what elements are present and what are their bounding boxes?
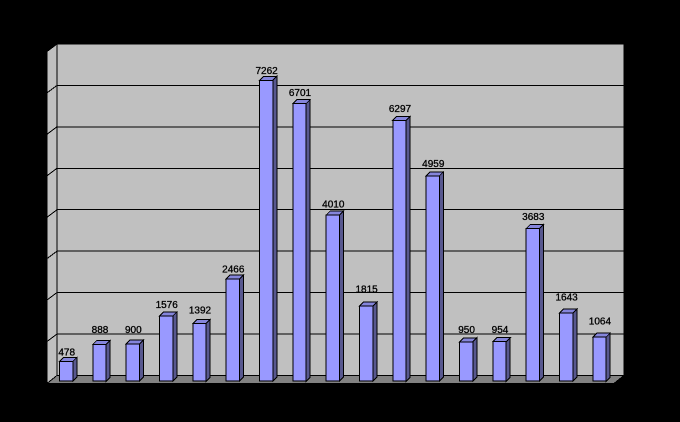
svg-text:6297: 6297 — [389, 104, 412, 115]
svg-text:1064: 1064 — [589, 316, 612, 327]
svg-text:4959: 4959 — [422, 159, 445, 170]
svg-text:4010: 4010 — [322, 199, 345, 210]
svg-text:888: 888 — [92, 325, 109, 336]
svg-text:950: 950 — [458, 325, 475, 336]
svg-text:1643: 1643 — [555, 293, 578, 304]
svg-text:1576: 1576 — [156, 300, 179, 311]
svg-text:1815: 1815 — [355, 285, 378, 296]
svg-text:6701: 6701 — [289, 88, 312, 99]
svg-text:478: 478 — [58, 347, 75, 358]
svg-text:1392: 1392 — [189, 306, 212, 317]
svg-text:7262: 7262 — [255, 66, 278, 77]
svg-text:3683: 3683 — [522, 212, 545, 223]
svg-text:2466: 2466 — [222, 264, 245, 275]
svg-text:954: 954 — [492, 325, 509, 336]
svg-text:900: 900 — [125, 325, 142, 336]
